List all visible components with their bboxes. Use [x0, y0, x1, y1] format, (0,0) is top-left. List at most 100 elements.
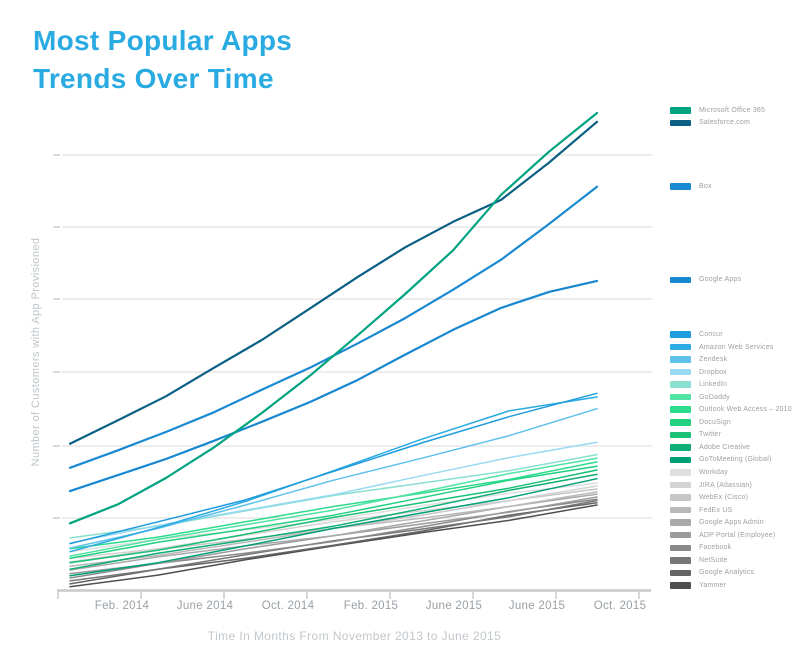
legend-label: Google Apps — [699, 276, 742, 284]
legend-swatch-workday — [670, 469, 691, 476]
legend-label: Outlook Web Access – 2010 — [699, 406, 792, 414]
legend-label: NetSuite — [699, 556, 728, 564]
legend-label: Microsoft Office 365 — [699, 106, 766, 114]
legend-swatch-facebook — [670, 544, 691, 551]
legend-swatch-concur — [670, 331, 691, 338]
series-line-adobe-creative — [69, 473, 598, 571]
legend-swatch-docusign — [670, 419, 691, 426]
legend-swatch-salesforce-com — [670, 119, 691, 127]
page-title-line-2: Trends Over Time — [33, 63, 274, 94]
legend-item-docusign: DocuSign — [670, 416, 805, 429]
legend-item-linkedin: LinkedIn — [670, 378, 805, 391]
x-tick-label: June 2015 — [508, 600, 566, 612]
legend-item-fedex-us: FedEx US — [670, 504, 805, 517]
legend-item-google-analytics: Google Analytics — [670, 567, 805, 580]
series-line-concur — [69, 392, 598, 545]
legend-swatch-jira-atlassian — [670, 481, 691, 489]
x-tick-label: Feb. 2014 — [94, 600, 150, 612]
legend-item-google-apps: Google Apps — [670, 274, 805, 287]
legend-label: Facebook — [699, 544, 732, 552]
legend-item-adobe-creative: Adobe Creative — [670, 441, 805, 454]
legend-item-webex-cisco: WebEx (Cisco) — [670, 491, 805, 504]
legend-item-facebook: Facebook — [670, 541, 805, 554]
series-line-godaddy — [69, 457, 598, 557]
legend-swatch-box — [670, 183, 691, 190]
legend-label: JIRA (Atlassian) — [699, 481, 752, 489]
series-line-twitter — [69, 469, 598, 564]
legend-swatch-gotomeeting-global — [670, 456, 691, 464]
x-tick-label: Oct. 2014 — [261, 600, 315, 612]
legend-item-godaddy: GoDaddy — [670, 391, 805, 404]
legend-label: LinkedIn — [699, 381, 728, 389]
legend-label: Twitter — [699, 431, 722, 439]
series-line-jira-atlassian — [69, 485, 598, 560]
legend-label: FedEx US — [699, 506, 733, 514]
legend-label: GoDaddy — [699, 393, 730, 401]
legend-label: ADP Portal (Employee) — [699, 531, 776, 539]
legend-swatch-adp-portal-employee — [670, 531, 691, 539]
legend-label: Google Analytics — [699, 569, 755, 577]
series-line-zendesk — [69, 407, 598, 549]
legend-label: Workday — [699, 468, 728, 476]
legend-item-outlook-web-access-2010: Outlook Web Access – 2010 — [670, 403, 805, 416]
legend-item-concur: Concur — [670, 328, 805, 341]
legend-swatch-microsoft-office-365 — [670, 107, 691, 114]
legend-swatch-twitter — [670, 431, 691, 439]
legend-item-zendesk: Zendesk — [670, 353, 805, 366]
x-tick-label: June 2014 — [176, 600, 234, 612]
legend-swatch-zendesk — [670, 356, 691, 363]
legend-item-amazon-web-services: Amazon Web Services — [670, 341, 805, 354]
legend-swatch-linkedin — [670, 381, 691, 388]
series-line-gotomeeting-global — [69, 477, 598, 577]
series-line-salesforce-com — [68, 120, 599, 445]
series-line-google-apps — [68, 279, 599, 493]
legend-label: Salesforce.com — [699, 119, 751, 127]
chart-legend: Microsoft Office 365 Salesforce.com Box Goo… — [670, 104, 805, 592]
legend-item-adp-portal-employee: ADP Portal (Employee) — [670, 529, 805, 542]
legend-swatch-google-apps — [670, 276, 691, 284]
x-tick-label: Feb. 2015 — [343, 600, 399, 612]
legend-item-yammer: Yammer — [670, 579, 805, 592]
legend-swatch-yammer — [670, 582, 691, 589]
y-axis-title: Number of Customers with App Provisioned — [30, 237, 42, 467]
legend-swatch-google-apps-admin — [670, 519, 691, 526]
legend-label: Yammer — [699, 581, 727, 589]
legend-swatch-godaddy — [670, 393, 691, 401]
legend-item-netsuite: NetSuite — [670, 554, 805, 567]
legend-label: WebEx (Cisco) — [699, 494, 749, 502]
legend-swatch-google-analytics — [670, 569, 691, 577]
legend-label: Concur — [699, 330, 723, 338]
legend-item-salesforce-com: Salesforce.com — [670, 117, 805, 130]
legend-swatch-dropbox — [670, 368, 691, 376]
legend-label: Box — [699, 182, 712, 190]
legend-swatch-amazon-web-services — [670, 343, 691, 351]
legend-item-google-apps-admin: Google Apps Admin — [670, 516, 805, 529]
legend-label: Adobe Creative — [699, 443, 751, 451]
legend-item-dropbox: Dropbox — [670, 366, 805, 379]
series-line-dropbox — [69, 441, 598, 544]
legend-item-jira-atlassian: JIRA (Atlassian) — [670, 479, 805, 492]
legend-item-microsoft-office-365: Microsoft Office 365 — [670, 104, 805, 117]
legend-swatch-outlook-web-access-2010 — [670, 406, 691, 413]
legend-label: Amazon Web Services — [699, 343, 774, 351]
legend-swatch-netsuite — [670, 557, 691, 564]
page-title-line-1: Most Popular Apps — [33, 25, 293, 56]
legend-swatch-webex-cisco — [670, 494, 691, 501]
x-axis-title: Time In Months From November 2013 to Jun… — [207, 629, 502, 643]
x-tick-label: Oct. 2015 — [593, 600, 647, 612]
legend-item-twitter: Twitter — [670, 429, 805, 442]
legend-label: DocuSign — [699, 418, 731, 426]
series-line-box — [68, 185, 599, 469]
series-line-outlook-web-access-2010 — [69, 461, 598, 550]
legend-item-workday: Workday — [670, 466, 805, 479]
legend-label: GoToMeeting (Global) — [699, 456, 772, 464]
legend-item-gotomeeting-global: GoToMeeting (Global) — [670, 454, 805, 467]
legend-label: Dropbox — [699, 368, 727, 376]
series-line-microsoft-office-365 — [68, 111, 599, 525]
legend-swatch-adobe-creative — [670, 444, 691, 451]
x-tick-label: June 2015 — [425, 600, 483, 612]
legend-item-box: Box — [670, 180, 805, 193]
legend-label: Google Apps Admin — [699, 519, 764, 527]
